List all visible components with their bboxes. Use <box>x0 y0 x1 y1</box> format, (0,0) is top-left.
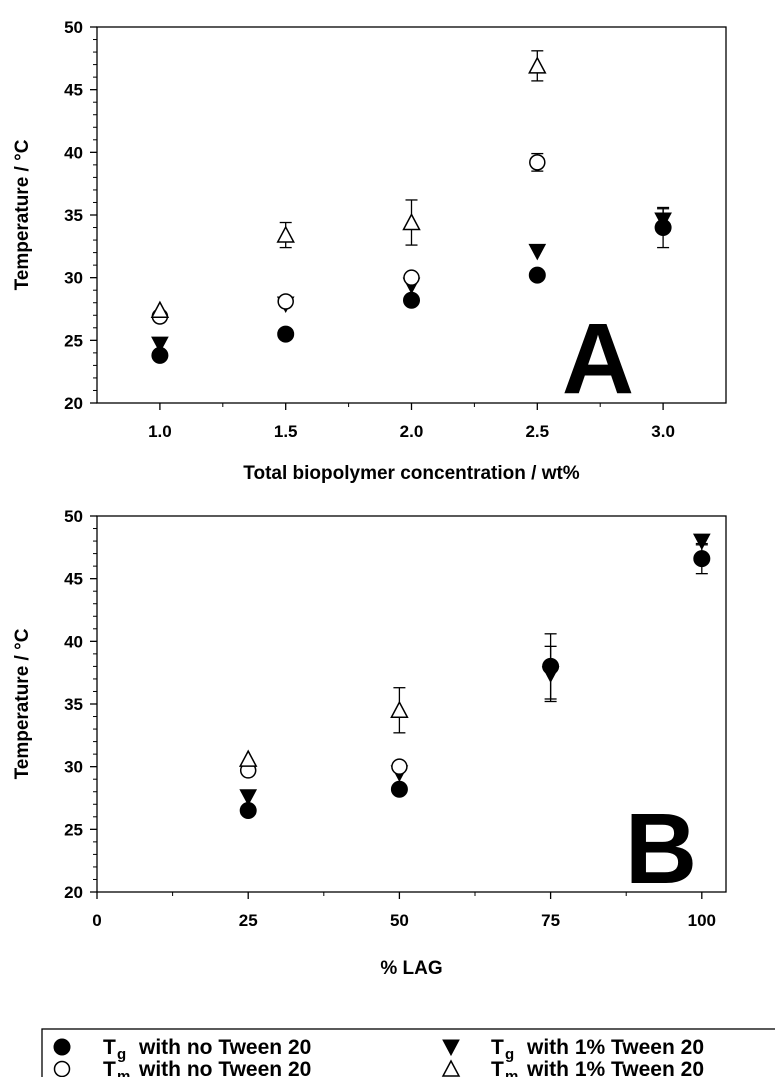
x-tick-label: 50 <box>390 911 409 930</box>
data-point-tg-none <box>693 550 711 568</box>
panel-b-chart: 20 25 30 35 40 45 50 0 25 50 75 100 % LAG Temperature… <box>12 507 727 979</box>
legend-subscript: m <box>117 1068 130 1077</box>
y-axis-title: Temperature / °C <box>12 628 33 779</box>
y-tick-label: 30 <box>64 758 83 777</box>
legend-subscript: g <box>505 1046 514 1063</box>
y-tick-label: 35 <box>64 206 83 225</box>
legend-marker-tm-tween <box>441 1059 461 1077</box>
y-tick-label: 50 <box>64 507 83 526</box>
x-axis-title: % LAG <box>380 958 442 979</box>
data-point-tm-tween <box>528 56 547 74</box>
y-tick-label: 25 <box>64 820 83 839</box>
y-tick-label: 30 <box>64 269 83 288</box>
legend-symbol: T <box>103 1036 116 1059</box>
panel-letter: A <box>562 303 634 415</box>
legend-symbol: T <box>491 1036 504 1059</box>
data-point-tg-tween <box>239 789 258 806</box>
panel-a-chart: 20 25 30 35 40 45 50 1.0 1.5 2.0 2.5 3.0 Total biopo… <box>12 18 727 484</box>
y-tick-label: 25 <box>64 331 83 350</box>
data-point-tg-none <box>528 266 546 284</box>
x-tick-label: 3.0 <box>651 422 675 441</box>
x-tick-label: 25 <box>239 911 258 930</box>
data-point-tm-tween <box>276 225 295 243</box>
y-tick-label: 20 <box>64 883 83 902</box>
legend-marker-tg-none <box>53 1038 71 1056</box>
data-point-tm-tween <box>238 749 258 767</box>
data-point-tg-tween <box>692 533 711 551</box>
data-point-tg-tween <box>528 243 547 261</box>
x-tick-label: 1.5 <box>274 422 298 441</box>
y-tick-label: 50 <box>64 18 83 37</box>
data-point-tg-none <box>277 325 295 343</box>
y-tick-label: 20 <box>64 394 83 413</box>
x-tick-label: 2.5 <box>525 422 549 441</box>
data-point-tm-none <box>277 293 294 310</box>
legend-symbol: T <box>103 1058 116 1077</box>
legend-subscript: g <box>117 1046 126 1063</box>
x-axis-title: Total biopolymer concentration / wt% <box>243 463 580 484</box>
data-point-tg-none <box>403 291 420 309</box>
data-point-tg-tween <box>151 336 169 354</box>
data-point-tg-tween <box>541 666 560 683</box>
data-point-tg-tween <box>654 212 672 230</box>
legend-label: with 1% Tween 20 <box>526 1058 704 1077</box>
legend-marker-tm-none <box>53 1060 71 1078</box>
y-tick-label: 40 <box>64 143 83 162</box>
y-tick-label: 45 <box>64 81 83 100</box>
x-tick-label: 2.0 <box>400 422 424 441</box>
data-point-tm-tween <box>390 700 409 719</box>
x-tick-label: 100 <box>688 911 716 930</box>
x-tick-label: 75 <box>541 911 560 930</box>
x-tick-label: 1.0 <box>148 422 172 441</box>
data-point-tm-tween <box>150 300 170 319</box>
data-point-tg-none <box>390 780 408 798</box>
data-point-tm-none <box>403 269 420 286</box>
data-point-tm-none <box>529 154 546 171</box>
legend-label: with no Tween 20 <box>138 1036 311 1059</box>
data-point-tm-tween <box>402 212 421 231</box>
legend-label: with 1% Tween 20 <box>526 1036 704 1059</box>
y-axis-title: Temperature / °C <box>12 139 33 290</box>
legend-marker-tg-tween <box>442 1039 460 1057</box>
legend-symbol: T <box>491 1058 504 1077</box>
x-tick-label: 0 <box>92 911 101 930</box>
legend-label: with no Tween 20 <box>138 1058 311 1077</box>
y-tick-label: 45 <box>64 570 83 589</box>
legend-box <box>41 1028 775 1082</box>
panel-letter: B <box>625 793 697 905</box>
data-point-tm-none <box>391 758 408 775</box>
y-tick-label: 40 <box>64 632 83 651</box>
y-tick-label: 35 <box>64 695 83 714</box>
legend-subscript: m <box>505 1068 518 1077</box>
